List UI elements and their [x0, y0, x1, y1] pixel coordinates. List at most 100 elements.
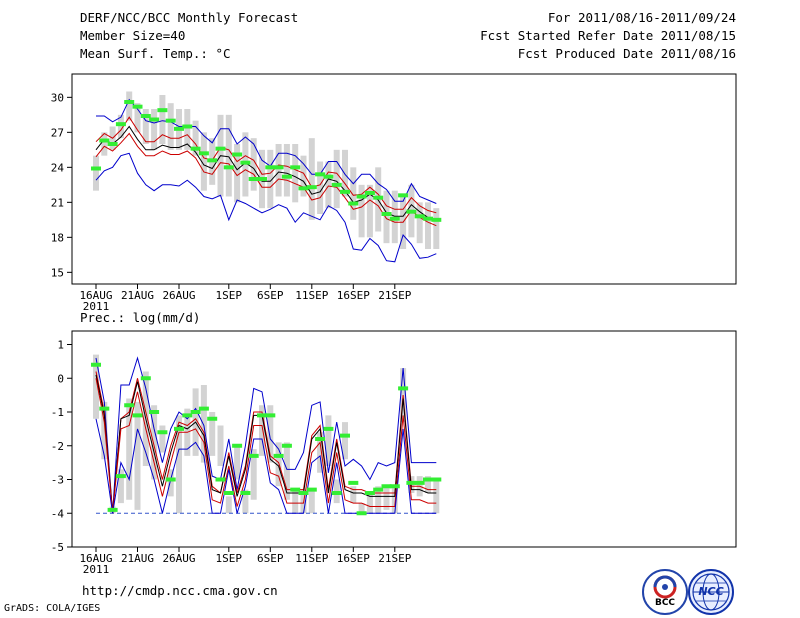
precipitation-xtick-label: 16SEP [337, 552, 370, 565]
temperature-xtick-label: 16SEP [337, 289, 370, 302]
temperature-median-marker [281, 174, 292, 179]
ncc-logo-text: NCC [698, 585, 724, 598]
precipitation-median-marker [273, 453, 284, 458]
temperature-range-bar [350, 167, 357, 220]
precipitation-ytick-label: -2 [51, 440, 64, 453]
ncc-globe-icon [692, 573, 730, 611]
precipitation-range-bar [317, 432, 324, 473]
precipitation-range-bar [167, 469, 174, 497]
temperature-range-bar [250, 138, 257, 191]
temperature-median-marker [207, 158, 218, 163]
temperature-range-bar [342, 149, 348, 197]
source-url[interactable]: http://cmdp.ncc.cma.gov.cn [82, 583, 278, 598]
temperature-xtick-label: 11SEP [295, 289, 328, 302]
precipitation-median-marker [373, 487, 384, 492]
precipitation-range-bar [250, 449, 257, 500]
precipitation-median-marker [182, 413, 193, 418]
precipitation-median-marker [240, 491, 251, 495]
temperature-range-bar [167, 103, 174, 150]
temperature-median-marker [431, 217, 442, 222]
precipitation-median-marker [91, 362, 101, 367]
temperature-range-bar [159, 95, 166, 144]
temperature-median-marker [99, 138, 110, 143]
precipitation-series-ensemble-mean [95, 374, 437, 514]
temperature-median-marker [398, 193, 409, 198]
variable-label: Mean Surf. Temp.: °C [80, 46, 231, 61]
temperature-median-marker [306, 185, 317, 190]
temperature-range-bar [151, 109, 158, 150]
precipitation-median-marker [281, 443, 292, 448]
temperature-ytick-label: 30 [51, 91, 64, 104]
precipitation-range-bar [292, 489, 299, 514]
precipitation-range-bar [325, 415, 332, 466]
temperature-range-bar [292, 144, 299, 203]
member-size-label: Member Size=40 [80, 28, 186, 43]
temperature-median-marker [414, 214, 425, 219]
precipitation-range-bar [151, 405, 158, 480]
precipitation-ytick-label: 0 [57, 372, 64, 385]
precipitation-range-bar [217, 425, 224, 466]
temperature-ytick-label: 24 [51, 161, 65, 174]
temperature-median-marker [157, 108, 168, 113]
precipitation-median-marker [107, 507, 118, 512]
precipitation-xtick-label: 1SEP [216, 552, 243, 565]
temperature-xtick-label: 21SEP [378, 289, 411, 302]
precipitation-range-bar [275, 442, 282, 487]
temperature-range-bar [283, 144, 290, 197]
precipitation-series-lower-envelope [95, 418, 437, 514]
temperature-ytick-label: 27 [51, 126, 64, 139]
precipitation-range-bar [366, 493, 373, 514]
temperature-range-bar [200, 132, 207, 191]
precipitation-median-marker [389, 484, 400, 489]
precipitation-median-marker [257, 413, 267, 418]
precipitation-range-bar [358, 503, 365, 514]
temperature-range-bar [142, 109, 149, 144]
temperature-range-bar [117, 114, 124, 139]
temperature-xtick-label: 6SEP [257, 289, 284, 302]
temperature-range-bar [134, 103, 141, 133]
precipitation-median-marker [398, 386, 409, 391]
precipitation-plot-frame [71, 330, 737, 548]
temperature-range-bar [300, 155, 307, 197]
precipitation-range-bar [134, 401, 141, 510]
temperature-range-bar [366, 184, 373, 238]
temperature-xtick-label: 21AUG [121, 289, 154, 302]
precipitation-range-bar [375, 486, 382, 514]
temperature-median-marker [182, 124, 193, 129]
precipitation-xtick-label: 26AUG [162, 552, 195, 565]
precipitation-series-lower-95- [95, 378, 437, 514]
temperature-median-marker [132, 104, 143, 109]
temperature-median-marker [190, 146, 201, 151]
precipitation-ytick-label: 1 [57, 339, 64, 352]
temperature-series-lower-envelope [95, 152, 437, 263]
temperature-range-bar [234, 144, 241, 203]
precipitation-median-marker [215, 477, 226, 482]
temperature-range-bar [192, 120, 199, 156]
precipitation-xtick-label: 21AUG [121, 552, 154, 565]
temperature-median-marker [356, 194, 367, 199]
temperature-median-marker [265, 165, 276, 170]
precipitation-median-marker [174, 426, 184, 431]
temperature-median-marker [389, 216, 400, 221]
temperature-median-marker [373, 195, 384, 200]
precipitation-xtick-label: 21SEP [378, 552, 411, 565]
temperature-range-bar [225, 114, 232, 197]
precipitation-median-marker [306, 487, 317, 492]
precipitation-series-upper-95- [95, 371, 437, 514]
temperature-median-marker [107, 142, 118, 146]
precipitation-range-bar [425, 476, 431, 493]
bcc-logo: BCC [642, 569, 688, 615]
temperature-median-marker [223, 165, 234, 170]
temperature-range-bar [93, 155, 99, 191]
temperature-range-bar [325, 161, 332, 209]
precipitation-range-bar [308, 489, 315, 514]
temperature-median-marker [124, 100, 135, 104]
temperature-range-bar [317, 161, 324, 214]
precipitation-range-bar [267, 405, 274, 463]
temperature-median-marker [331, 182, 342, 187]
precipitation-median-marker [290, 487, 301, 492]
temperature-median-marker [248, 177, 259, 181]
temperature-range-bar [433, 208, 440, 249]
precipitation-median-marker [99, 406, 110, 411]
